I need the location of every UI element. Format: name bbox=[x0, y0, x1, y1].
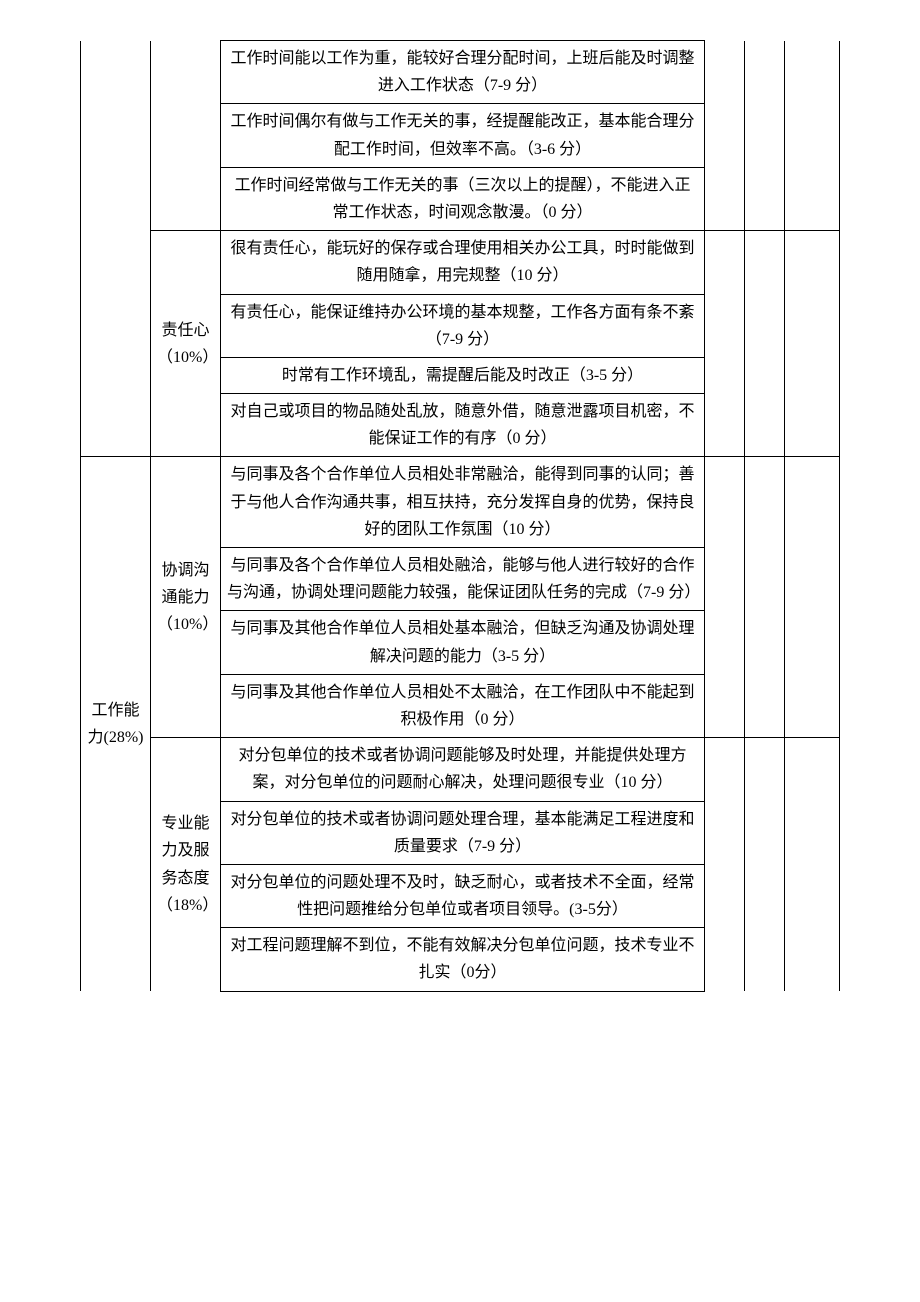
score-cell bbox=[745, 738, 785, 992]
criteria-cell: 与同事及其他合作单位人员相处基本融洽，但缺乏沟通及协调处理解决问题的能力（3-5… bbox=[221, 611, 705, 674]
score-cell bbox=[705, 457, 745, 738]
score-cell bbox=[785, 231, 840, 457]
score-cell bbox=[745, 231, 785, 457]
subcategory-responsibility: 责任心（10%） bbox=[151, 231, 221, 457]
criteria-cell: 与同事及其他合作单位人员相处不太融洽，在工作团队中不能起到积极作用（0 分） bbox=[221, 674, 705, 737]
score-cell bbox=[705, 231, 745, 457]
criteria-cell: 工作时间经常做与工作无关的事（三次以上的提醒），不能进入正常工作状态，时间观念散… bbox=[221, 167, 705, 230]
category-cell-prev bbox=[81, 41, 151, 457]
criteria-cell: 与同事及各个合作单位人员相处非常融洽，能得到同事的认同；善于与他人合作沟通共事，… bbox=[221, 457, 705, 548]
score-cell bbox=[785, 738, 840, 992]
evaluation-table: 工作时间能以工作为重，能较好合理分配时间，上班后能及时调整进入工作状态（7-9 … bbox=[80, 40, 840, 992]
criteria-cell: 与同事及各个合作单位人员相处融洽，能够与他人进行较好的合作与沟通，协调处理问题能… bbox=[221, 548, 705, 611]
score-cell bbox=[705, 41, 745, 231]
criteria-cell: 对分包单位的问题处理不及时，缺乏耐心，或者技术不全面，经常性把问题推给分包单位或… bbox=[221, 864, 705, 927]
criteria-cell: 对分包单位的技术或者协调问题能够及时处理，并能提供处理方案，对分包单位的问题耐心… bbox=[221, 738, 705, 801]
criteria-cell: 很有责任心，能玩好的保存或合理使用相关办公工具，时时能做到随用随拿，用完规整（1… bbox=[221, 231, 705, 294]
score-cell bbox=[785, 457, 840, 738]
criteria-cell: 对自己或项目的物品随处乱放，随意外借，随意泄露项目机密，不能保证工作的有序（0 … bbox=[221, 394, 705, 457]
criteria-cell: 时常有工作环境乱，需提醒后能及时改正（3-5 分） bbox=[221, 357, 705, 393]
score-cell bbox=[785, 41, 840, 231]
subcategory-cell-prev bbox=[151, 41, 221, 231]
criteria-cell: 对分包单位的技术或者协调问题处理合理，基本能满足工程进度和质量要求（7-9 分） bbox=[221, 801, 705, 864]
score-cell bbox=[745, 457, 785, 738]
score-cell bbox=[745, 41, 785, 231]
criteria-cell: 工作时间偶尔有做与工作无关的事，经提醒能改正，基本能合理分配工作时间，但效率不高… bbox=[221, 104, 705, 167]
score-cell bbox=[705, 738, 745, 992]
category-work-ability: 工作能力(28%) bbox=[81, 457, 151, 991]
subcategory-coordination: 协调沟通能力（10%） bbox=[151, 457, 221, 738]
subcategory-professional: 专业能力及服务态度（18%） bbox=[151, 738, 221, 992]
criteria-cell: 对工程问题理解不到位，不能有效解决分包单位问题，技术专业不扎实（0分） bbox=[221, 928, 705, 991]
criteria-cell: 工作时间能以工作为重，能较好合理分配时间，上班后能及时调整进入工作状态（7-9 … bbox=[221, 41, 705, 104]
criteria-cell: 有责任心，能保证维持办公环境的基本规整，工作各方面有条不紊（7-9 分） bbox=[221, 294, 705, 357]
